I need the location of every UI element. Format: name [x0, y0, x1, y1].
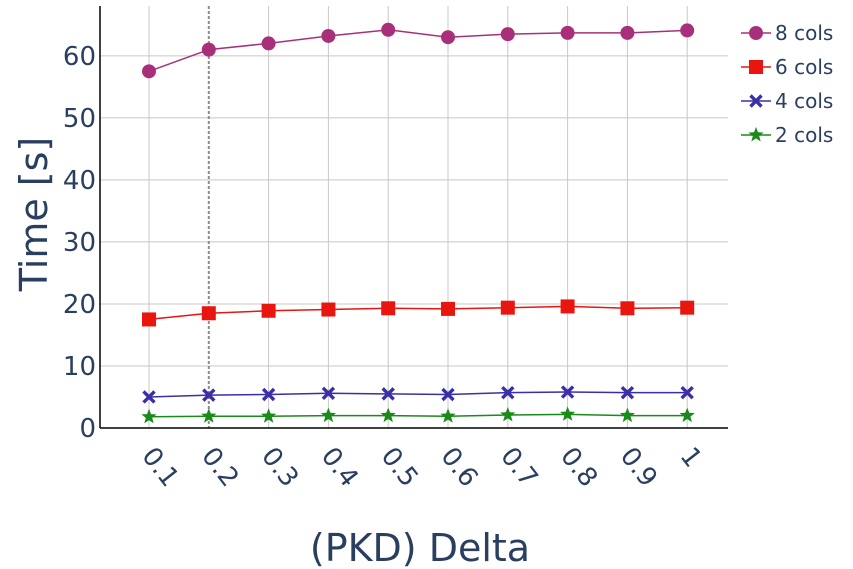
data-point: [679, 407, 695, 423]
data-point: [261, 387, 276, 402]
legend-item: 6 cols: [741, 55, 833, 79]
series-line: [148, 29, 688, 73]
grid: [100, 6, 728, 428]
data-point: [142, 312, 156, 327]
data-point: [500, 407, 516, 422]
legend-marker: [749, 60, 763, 74]
data-point: [500, 300, 515, 315]
data-point: [142, 390, 156, 404]
data-point: [201, 306, 216, 321]
legend-item: 8 cols: [741, 21, 833, 45]
y-tick-label: 20: [63, 290, 96, 320]
data-point: [202, 388, 216, 402]
data-point: [441, 387, 455, 402]
data-point: [501, 385, 515, 400]
data-point: [201, 42, 216, 57]
legend-label: 8 cols: [775, 21, 833, 45]
series-line: [148, 413, 688, 418]
y-tick-label: 30: [63, 228, 96, 258]
series-2-cols: [141, 406, 695, 424]
x-tick-label: 0.1: [135, 442, 184, 493]
y-tick-label: 10: [63, 352, 96, 382]
x-tick-label: 0.9: [614, 442, 663, 493]
data-point: [560, 385, 575, 399]
data-point: [441, 30, 455, 45]
data-point: [142, 64, 156, 79]
series-4-cols: [142, 385, 694, 404]
y-tick-label: 50: [63, 104, 96, 134]
y-axis-title: Time [s]: [12, 137, 56, 293]
x-tick-label: 0.7: [494, 442, 543, 493]
tick-labels: 0 10 20 30 40 50 60 0.1 0.2 0.3 0.4 0.5 0.6 0.7 0.8 0.9…: [63, 42, 708, 493]
data-point: [500, 27, 515, 42]
data-point: [560, 25, 575, 40]
series-8-cols: [142, 22, 695, 79]
data-point: [381, 387, 395, 401]
legend-label: 4 cols: [775, 89, 833, 113]
series-6-cols: [142, 299, 695, 327]
data-point: [321, 28, 336, 43]
data-point: [261, 36, 276, 51]
data-point: [261, 303, 276, 318]
y-tick-label: 60: [63, 42, 96, 72]
x-tick-label: 1: [674, 442, 708, 474]
legend-item: 4 cols: [741, 89, 833, 113]
x-tick-label: 0.8: [554, 442, 603, 493]
y-tick-label: 0: [79, 414, 96, 444]
series-group: [141, 22, 695, 424]
x-tick-label: 0.3: [255, 442, 304, 493]
legend-marker: [749, 26, 763, 40]
series-line: [148, 305, 688, 321]
data-point: [321, 302, 336, 317]
data-point: [620, 25, 635, 40]
legend-marker: [748, 127, 764, 142]
legend-marker: [749, 94, 763, 108]
data-point: [560, 406, 576, 421]
data-point: [380, 407, 396, 423]
legend-label: 6 cols: [775, 55, 833, 79]
data-point: [381, 22, 396, 37]
data-point: [381, 301, 396, 316]
axes: [99, 6, 728, 429]
data-point: [441, 301, 455, 316]
x-tick-label: 0.2: [195, 442, 244, 493]
x-tick-label: 0.4: [315, 442, 364, 493]
x-axis-title: (PKD) Delta: [310, 526, 530, 569]
x-tick-label: 0.5: [375, 442, 424, 493]
data-point: [620, 301, 635, 316]
legend: 8 cols 6 cols 4 cols 2 cols: [741, 21, 833, 147]
y-tick-label: 40: [63, 166, 96, 196]
data-point: [560, 299, 575, 314]
data-point: [201, 408, 217, 423]
data-point: [141, 408, 157, 424]
data-point: [440, 408, 456, 423]
data-point: [680, 385, 694, 400]
legend-label: 2 cols: [775, 123, 833, 147]
x-tick-label: 0.6: [434, 442, 483, 493]
data-point: [261, 408, 277, 423]
series-line: [148, 391, 688, 398]
legend-item: 2 cols: [741, 123, 833, 147]
data-point: [619, 407, 635, 423]
data-point: [620, 385, 635, 400]
data-point: [680, 23, 695, 38]
data-point: [321, 386, 336, 400]
data-point: [680, 300, 695, 315]
data-point: [320, 407, 336, 423]
